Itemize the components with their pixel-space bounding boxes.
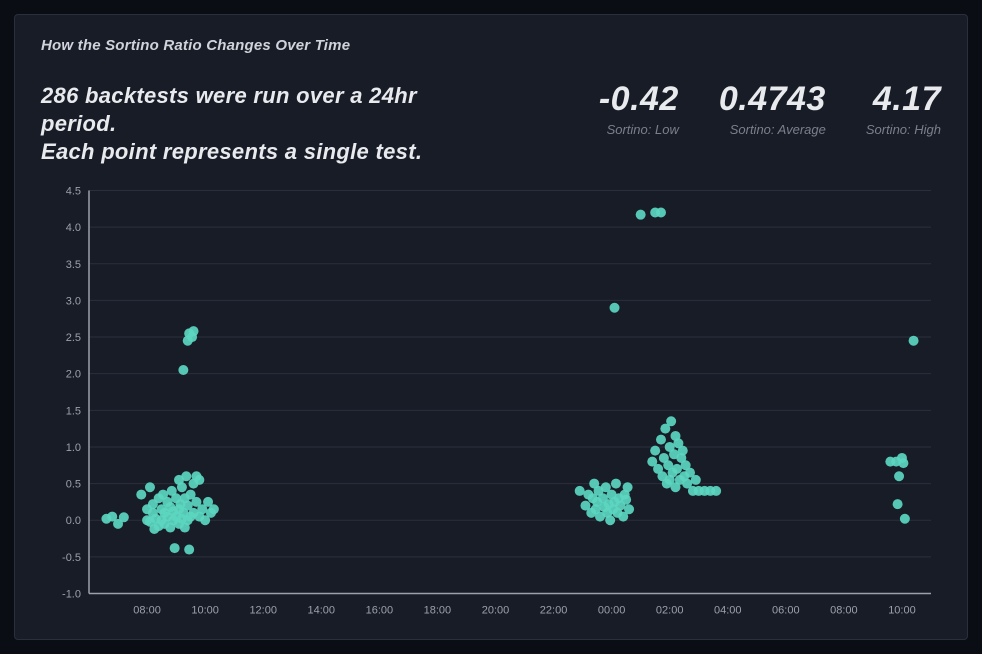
svg-text:16:00: 16:00 xyxy=(366,605,394,617)
stat-high-value: 4.17 xyxy=(866,82,941,116)
stat-low: -0.42 Sortino: Low xyxy=(599,82,679,137)
svg-text:1.0: 1.0 xyxy=(66,442,81,454)
svg-text:06:00: 06:00 xyxy=(772,605,800,617)
panel-subtitle: 286 backtests were run over a 24hr perio… xyxy=(41,82,441,166)
stat-average: 0.4743 Sortino: Average xyxy=(719,82,826,137)
subtitle-line-2: Each point represents a single test. xyxy=(41,139,422,164)
panel-title: How the Sortino Ratio Changes Over Time xyxy=(41,37,941,54)
subtitle-line-1: 286 backtests were run over a 24hr perio… xyxy=(41,83,417,136)
chart-panel: How the Sortino Ratio Changes Over Time … xyxy=(14,14,968,640)
stat-average-value: 0.4743 xyxy=(719,82,826,116)
svg-text:08:00: 08:00 xyxy=(830,605,858,617)
svg-text:3.0: 3.0 xyxy=(66,296,81,308)
stat-high: 4.17 Sortino: High xyxy=(866,82,941,137)
svg-text:4.0: 4.0 xyxy=(66,223,81,235)
svg-text:20:00: 20:00 xyxy=(482,605,510,617)
scatter-svg: -1.0 -0.5 0.0 0.5 1.0 1.5 2.0 2.5 3.0 3.5 4.0 4.5 08… xyxy=(41,178,941,626)
stat-low-label: Sortino: Low xyxy=(599,122,679,137)
svg-text:3.5: 3.5 xyxy=(66,259,81,271)
header-row: 286 backtests were run over a 24hr perio… xyxy=(41,82,941,166)
svg-text:2.5: 2.5 xyxy=(66,333,81,345)
svg-text:14:00: 14:00 xyxy=(308,605,336,617)
svg-text:0.5: 0.5 xyxy=(66,479,81,491)
svg-text:-0.5: -0.5 xyxy=(62,552,81,564)
svg-text:00:00: 00:00 xyxy=(598,605,626,617)
stat-average-label: Sortino: Average xyxy=(719,122,826,137)
svg-text:10:00: 10:00 xyxy=(888,605,916,617)
svg-text:4.5: 4.5 xyxy=(66,186,81,198)
svg-text:22:00: 22:00 xyxy=(540,605,568,617)
stat-high-label: Sortino: High xyxy=(866,122,941,137)
svg-text:18:00: 18:00 xyxy=(424,605,452,617)
svg-text:08:00: 08:00 xyxy=(133,605,161,617)
svg-text:1.5: 1.5 xyxy=(66,406,81,418)
svg-text:-1.0: -1.0 xyxy=(62,589,81,601)
svg-text:02:00: 02:00 xyxy=(656,605,684,617)
stats-group: -0.42 Sortino: Low 0.4743 Sortino: Avera… xyxy=(599,82,941,137)
scatter-chart: -1.0 -0.5 0.0 0.5 1.0 1.5 2.0 2.5 3.0 3.5 4.0 4.5 08… xyxy=(41,178,941,626)
svg-text:04:00: 04:00 xyxy=(714,605,742,617)
svg-text:2.0: 2.0 xyxy=(66,369,81,381)
svg-text:10:00: 10:00 xyxy=(191,605,219,617)
svg-text:12:00: 12:00 xyxy=(249,605,277,617)
stat-low-value: -0.42 xyxy=(599,82,679,116)
svg-text:0.0: 0.0 xyxy=(66,516,81,528)
